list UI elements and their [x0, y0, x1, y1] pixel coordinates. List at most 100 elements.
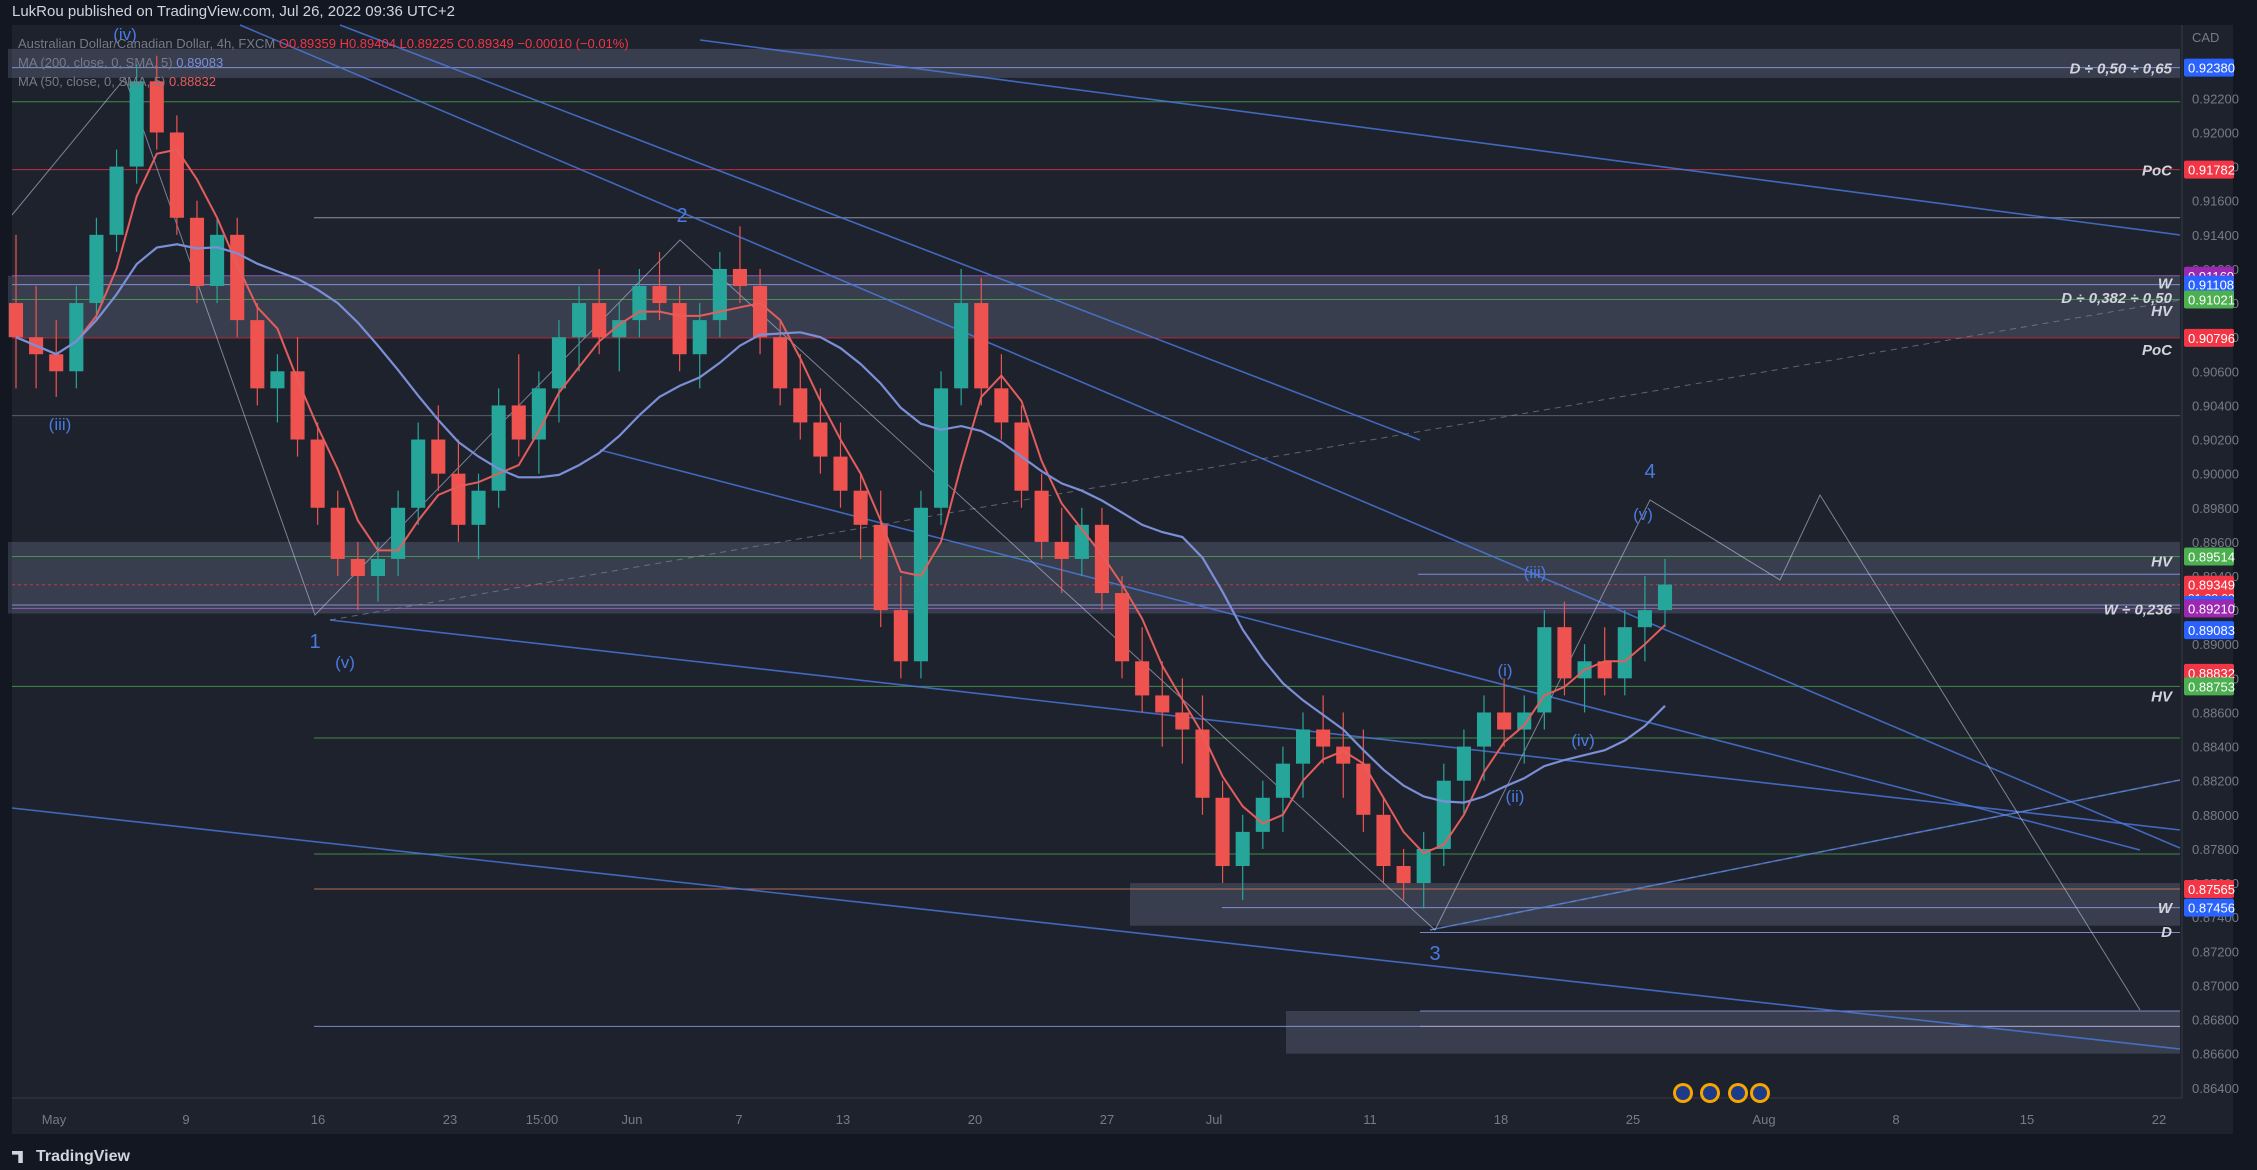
ma50-line [15, 148, 1666, 855]
price-tag-bg [2184, 328, 2234, 347]
time-axis-bg [12, 1098, 2233, 1134]
candle-body [129, 81, 144, 167]
candle-body [1456, 746, 1471, 781]
y-tick-label: 0.90400 [2192, 398, 2239, 413]
y-tick-label: 0.88600 [2192, 705, 2239, 720]
x-tick-label: 18 [1494, 1112, 1508, 1127]
x-tick-label: May [42, 1112, 67, 1127]
wave-label: 1 [309, 631, 320, 653]
wave-label: 3 [1429, 943, 1440, 965]
candle-body [853, 490, 868, 525]
candle-body [1054, 541, 1069, 559]
price-tag: 0.89083 [2184, 621, 2235, 640]
price-tag: 0.91782 [2184, 160, 2235, 179]
economic-event-icon [1673, 1083, 1693, 1103]
candle-body [1094, 524, 1109, 594]
candle-body [1175, 712, 1190, 730]
candle-body [250, 320, 265, 389]
candle-body [753, 286, 768, 338]
wave-label: 4 [1644, 461, 1655, 483]
candle-body [1396, 866, 1411, 884]
price-tag-value: 0.88753 [2188, 679, 2235, 694]
price-tag: 0.92380 [2184, 58, 2235, 77]
candle-body [1657, 584, 1673, 611]
candle-body [994, 388, 1009, 423]
price-tag-value: 0.91782 [2188, 163, 2235, 178]
price-tag: 0.89210 [2184, 599, 2235, 618]
candle-body [893, 610, 908, 662]
price-tag-bg [2184, 880, 2234, 899]
x-tick-label: Jul [1206, 1112, 1223, 1127]
candle-body [954, 303, 969, 389]
x-tick-label: Jun [622, 1112, 643, 1127]
price-zone [8, 275, 2180, 338]
x-tick-label: 16 [311, 1112, 325, 1127]
economic-event-icon [1700, 1083, 1720, 1103]
y-tick-label: 0.90600 [2192, 364, 2239, 379]
price-tag: 0.91108 [2184, 275, 2234, 294]
ma50-line[interactable]: MA (50, close, 0, SMA, 5) 0.88832 [18, 72, 629, 91]
candle-body [330, 507, 345, 559]
x-tick-label: 7 [735, 1112, 742, 1127]
x-tick-label: 15 [2020, 1112, 2034, 1127]
y-tick-label: 0.92000 [2192, 125, 2239, 140]
x-tick-label: 23 [443, 1112, 457, 1127]
x-tick-label: 11 [1363, 1112, 1377, 1127]
candle-body [1235, 831, 1250, 866]
ma200-line[interactable]: MA (200, close, 0, SMA, 5) 0.89083 [18, 53, 629, 72]
price-tag: 0.89514 [2184, 547, 2235, 566]
y-tick-label: 0.91400 [2192, 228, 2239, 243]
candle-body [913, 507, 928, 662]
candle-body [672, 303, 687, 355]
candle-body [732, 268, 747, 286]
trend-line [329, 619, 2181, 831]
y-tick-label: 0.88000 [2192, 808, 2239, 823]
wave-label: (iii) [1524, 563, 1547, 582]
candle-body [370, 558, 386, 576]
trend-line [239, 24, 2181, 849]
wave-label: (ii) [1506, 787, 1525, 806]
event-flag [1753, 1086, 1767, 1100]
trend-line [339, 24, 1421, 441]
candle-body [451, 473, 466, 525]
candle-body [873, 524, 888, 611]
symbol-name: Australian Dollar/Canadian Dollar, 4h, F… [18, 36, 276, 51]
price-tag-value: 0.88832 [2188, 666, 2235, 681]
y-tick-label: 0.88400 [2192, 740, 2239, 755]
price-tag-bg [2184, 621, 2234, 640]
candle-body [109, 166, 124, 235]
footer: TradingView [12, 1148, 130, 1166]
candle-body [1275, 763, 1290, 798]
dashed-projection [329, 299, 2181, 621]
level-label: W [2158, 276, 2174, 293]
candle-body [833, 456, 848, 491]
y-tick-label: 0.86400 [2192, 1081, 2239, 1096]
candle-body [8, 303, 24, 338]
ma50-label: MA (50, close, 0, SMA, 5) [18, 74, 166, 89]
candle-body [1215, 797, 1230, 866]
candle-body [1557, 627, 1572, 679]
y-tick-label: 0.90200 [2192, 433, 2239, 448]
ma200-line [15, 243, 1666, 804]
candle-body [1436, 780, 1451, 849]
elliott-wave-path [11, 77, 2141, 1011]
candle-body [1637, 610, 1652, 628]
currency-label: CAD [2192, 30, 2219, 45]
wave-label: 2 [676, 205, 687, 227]
x-tick-label: 22 [2152, 1112, 2166, 1127]
level-label: HV [2151, 303, 2174, 320]
candle-body [1114, 593, 1130, 662]
candle-body [210, 234, 225, 286]
level-label: PoC [2142, 342, 2173, 359]
candle-body [793, 388, 808, 423]
x-tick-label: 9 [182, 1112, 189, 1127]
price-tag-bg [2184, 599, 2234, 618]
trend-line [1429, 779, 2181, 931]
candle-body [712, 268, 727, 321]
candle-body [350, 558, 365, 576]
price-tag-value: 0.89210 [2188, 601, 2235, 616]
price-tag-value: 0.87456 [2188, 901, 2235, 916]
ma200-label: MA (200, close, 0, SMA, 5) [18, 55, 173, 70]
